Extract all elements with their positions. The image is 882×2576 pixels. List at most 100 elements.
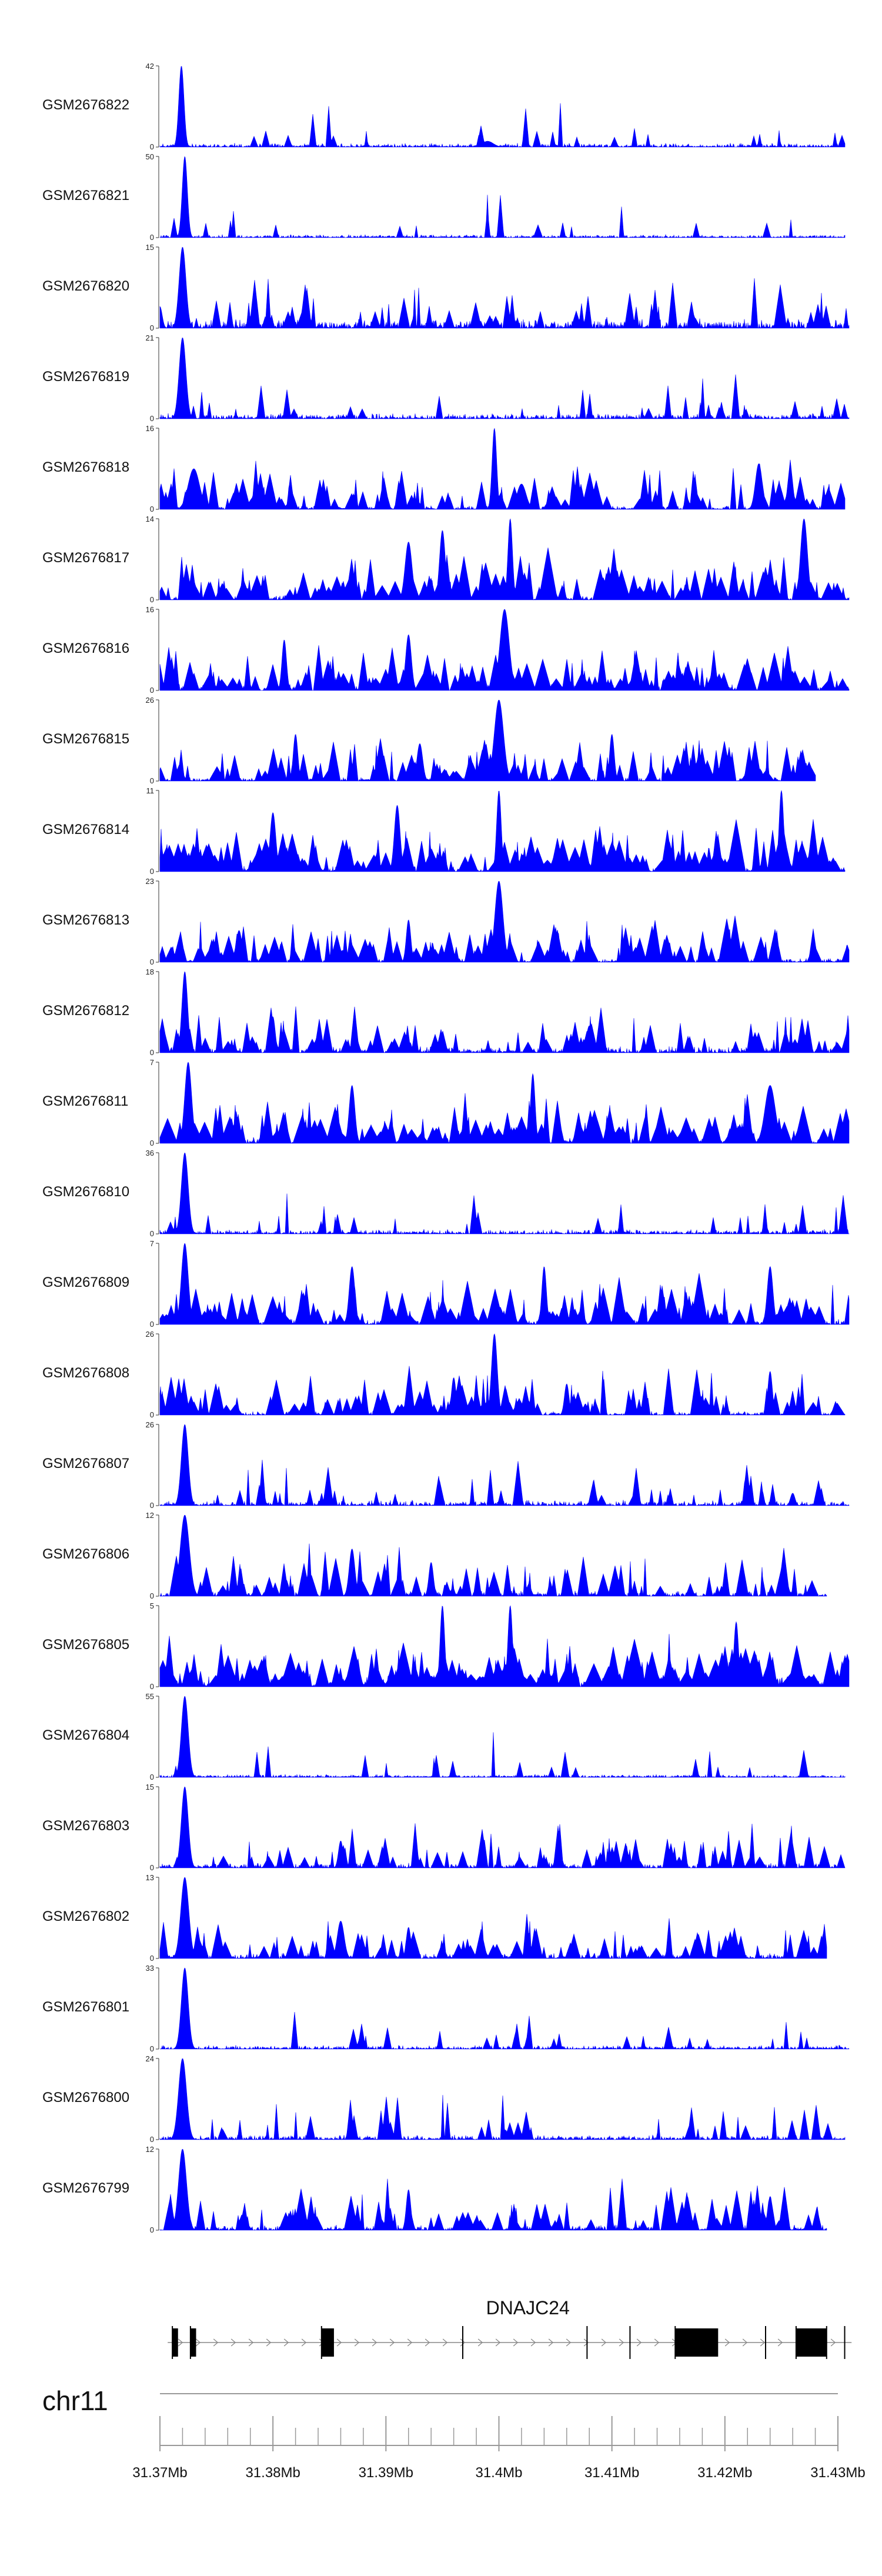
strand-arrow [654,2338,660,2347]
track-label: GSM2676800 [42,2090,129,2105]
coverage-area [159,247,850,329]
track-label: GSM2676804 [42,1727,129,1743]
track-ymax-label: 36 [146,1149,154,1157]
exon-block [172,2328,178,2357]
coverage-area [159,1514,827,1597]
track-ymax-label: 13 [146,1873,154,1882]
strand-arrow [477,2338,483,2347]
coverage-track: GSM2676800 24 0 [42,2054,846,2144]
track-ymax-label: 15 [146,243,154,252]
strand-arrow [442,2338,448,2347]
axis-tick-label: 31.4Mb [475,2465,522,2481]
track-ymin-label: 0 [150,142,154,151]
strand-arrow [283,2338,289,2347]
track-ymax-label: 26 [146,1420,154,1429]
track-label: GSM2676808 [42,1365,129,1381]
coverage-area [159,1062,850,1144]
track-ymax-label: 16 [146,605,154,614]
axis-tick-label: 31.41Mb [584,2465,639,2481]
strand-arrow [777,2338,783,2347]
track-label: GSM2676817 [42,550,129,566]
track-label: GSM2676822 [42,97,129,113]
axis-tick-label: 31.37Mb [132,2465,187,2481]
track-ymax-label: 15 [146,1783,154,1791]
track-ymin-label: 0 [150,1591,154,1600]
track-ymax-label: 42 [146,62,154,71]
coverage-track: GSM2676811 7 0 [42,1058,850,1147]
coverage-area [159,2058,846,2141]
coverage-track: GSM2676807 26 0 [42,1420,850,1510]
strand-arrow [407,2338,413,2347]
coverage-area [159,66,846,148]
strand-arrow [760,2338,766,2347]
chromosome-label: chr11 [42,2385,108,2416]
track-ymax-label: 12 [146,2145,154,2154]
coverage-track: GSM2676822 42 0 [42,62,846,151]
coverage-area [159,518,850,600]
strand-arrow [548,2338,554,2347]
track-label: GSM2676813 [42,912,129,928]
coverage-area [159,1333,846,1416]
track-ymin-label: 0 [150,2044,154,2053]
coverage-track: GSM2676799 12 0 [42,2145,827,2234]
tracks-layer: GSM2676822420GSM2676821500GSM2676820150G… [42,62,850,2234]
track-label: GSM2676814 [42,822,129,837]
track-ymin-label: 0 [150,233,154,242]
track-ymax-label: 33 [146,1964,154,1973]
track-label: GSM2676818 [42,459,129,475]
track-label: GSM2676811 [42,1093,128,1109]
strand-arrow [301,2338,307,2347]
coverage-track: GSM2676816 16 0 [42,605,850,695]
coverage-area [159,1424,850,1507]
track-ymax-label: 55 [146,1692,154,1701]
track-ymin-label: 0 [150,776,154,785]
coverage-track: GSM2676818 16 0 [42,424,846,513]
track-ymin-label: 0 [150,505,154,513]
track-ymin-label: 0 [150,1954,154,1963]
gene-track: DNAJC24 [168,2297,852,2359]
track-label: GSM2676802 [42,1908,129,1924]
strand-arrow [336,2338,342,2347]
track-label: GSM2676806 [42,1546,129,1562]
axis-tick-label: 31.43Mb [810,2465,865,2481]
coverage-area [159,338,850,420]
exon-block [190,2328,196,2357]
track-ymin-label: 0 [150,1048,154,1057]
track-label: GSM2676810 [42,1184,129,1200]
axis-tick-label: 31.42Mb [697,2465,752,2481]
strand-arrow [460,2338,466,2347]
track-ymin-label: 0 [150,414,154,423]
track-label: GSM2676816 [42,640,129,656]
strand-arrow [230,2338,236,2347]
track-ymin-label: 0 [150,1320,154,1329]
coverage-track: GSM2676805 5 0 [42,1601,850,1691]
exon-block [796,2328,827,2357]
track-ymax-label: 50 [146,152,154,161]
coverage-area [159,1152,850,1235]
track-ymax-label: 18 [146,967,154,976]
coverage-track: GSM2676801 33 0 [42,1964,850,2053]
track-ymin-label: 0 [150,1229,154,1238]
coverage-area [159,1877,827,1960]
coverage-track: GSM2676806 12 0 [42,1511,827,1600]
coverage-track: GSM2676815 26 0 [42,696,816,785]
track-ymax-label: 16 [146,424,154,433]
track-ymin-label: 0 [150,1501,154,1510]
strand-arrow [583,2338,589,2347]
track-label: GSM2676809 [42,1274,129,1290]
strand-arrow [425,2338,430,2347]
exon-block [675,2328,719,2357]
track-ymax-label: 26 [146,1330,154,1339]
track-ymax-label: 23 [146,877,154,886]
strand-arrow [530,2338,536,2347]
track-ymin-label: 0 [150,1773,154,1781]
coverage-area [159,2148,827,2231]
gene-name: DNAJC24 [486,2297,570,2318]
coverage-track: GSM2676802 13 0 [42,1873,827,1963]
coverage-area [159,609,850,691]
strand-arrow [354,2338,360,2347]
strand-arrow [601,2338,607,2347]
strand-arrow [248,2338,254,2347]
